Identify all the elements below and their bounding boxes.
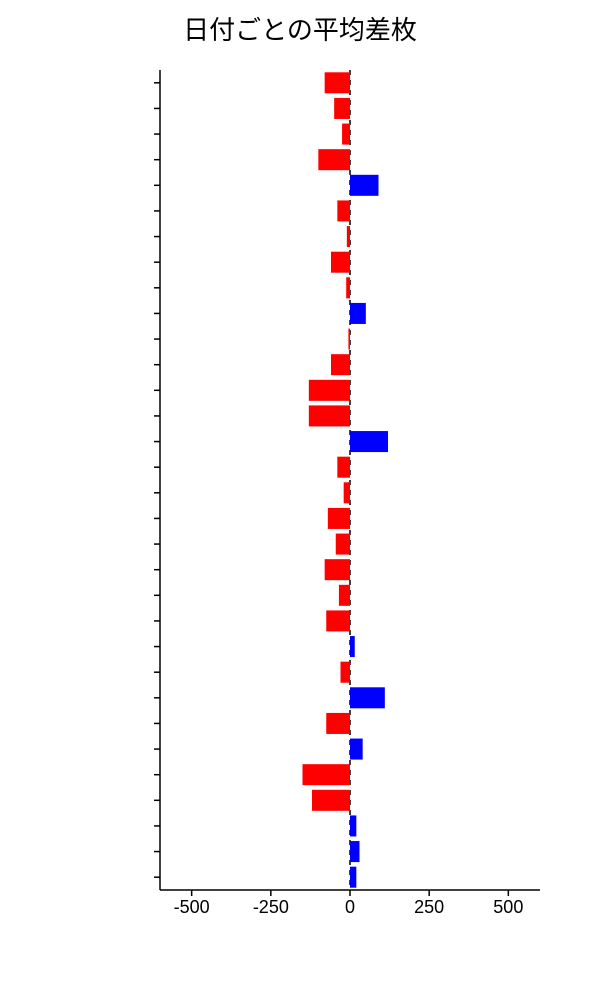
bar-11 bbox=[331, 354, 350, 375]
bar-5 bbox=[337, 200, 350, 221]
bar-15 bbox=[337, 457, 350, 478]
bar-2 bbox=[342, 124, 350, 145]
bar-9 bbox=[350, 303, 366, 324]
bar-16 bbox=[344, 482, 350, 503]
bar-19 bbox=[325, 559, 350, 580]
bar-23 bbox=[341, 662, 351, 683]
bar-27 bbox=[303, 764, 351, 785]
bar-17 bbox=[328, 508, 350, 529]
bar-8 bbox=[346, 277, 350, 298]
bar-20 bbox=[339, 585, 350, 606]
chart-title: 日付ごとの平均差枚 bbox=[0, 10, 600, 47]
bar-12 bbox=[309, 380, 350, 401]
bar-26 bbox=[350, 739, 363, 760]
bar-24 bbox=[350, 687, 385, 708]
bar-3 bbox=[318, 149, 350, 170]
x-tick-label-3: 250 bbox=[414, 897, 444, 917]
bar-1 bbox=[334, 98, 350, 119]
chart-plot: 1日2日3日4日5日6日7日8日9日10日11日12日13日14日15日16日1… bbox=[150, 60, 550, 930]
x-tick-label-0: -500 bbox=[174, 897, 210, 917]
x-tick-label-2: 0 bbox=[345, 897, 355, 917]
bar-10 bbox=[348, 329, 350, 350]
bar-28 bbox=[312, 790, 350, 811]
bar-0 bbox=[325, 72, 350, 93]
bar-4 bbox=[350, 175, 379, 196]
bar-21 bbox=[326, 610, 350, 631]
bar-25 bbox=[326, 713, 350, 734]
x-tick-label-1: -250 bbox=[253, 897, 289, 917]
bar-29 bbox=[350, 815, 356, 836]
bar-7 bbox=[331, 252, 350, 273]
bar-18 bbox=[336, 534, 350, 555]
bar-6 bbox=[347, 226, 350, 247]
bar-31 bbox=[350, 867, 356, 888]
bar-22 bbox=[350, 636, 355, 657]
bar-14 bbox=[350, 431, 388, 452]
bar-30 bbox=[350, 841, 360, 862]
x-tick-label-4: 500 bbox=[493, 897, 523, 917]
bar-13 bbox=[309, 405, 350, 426]
